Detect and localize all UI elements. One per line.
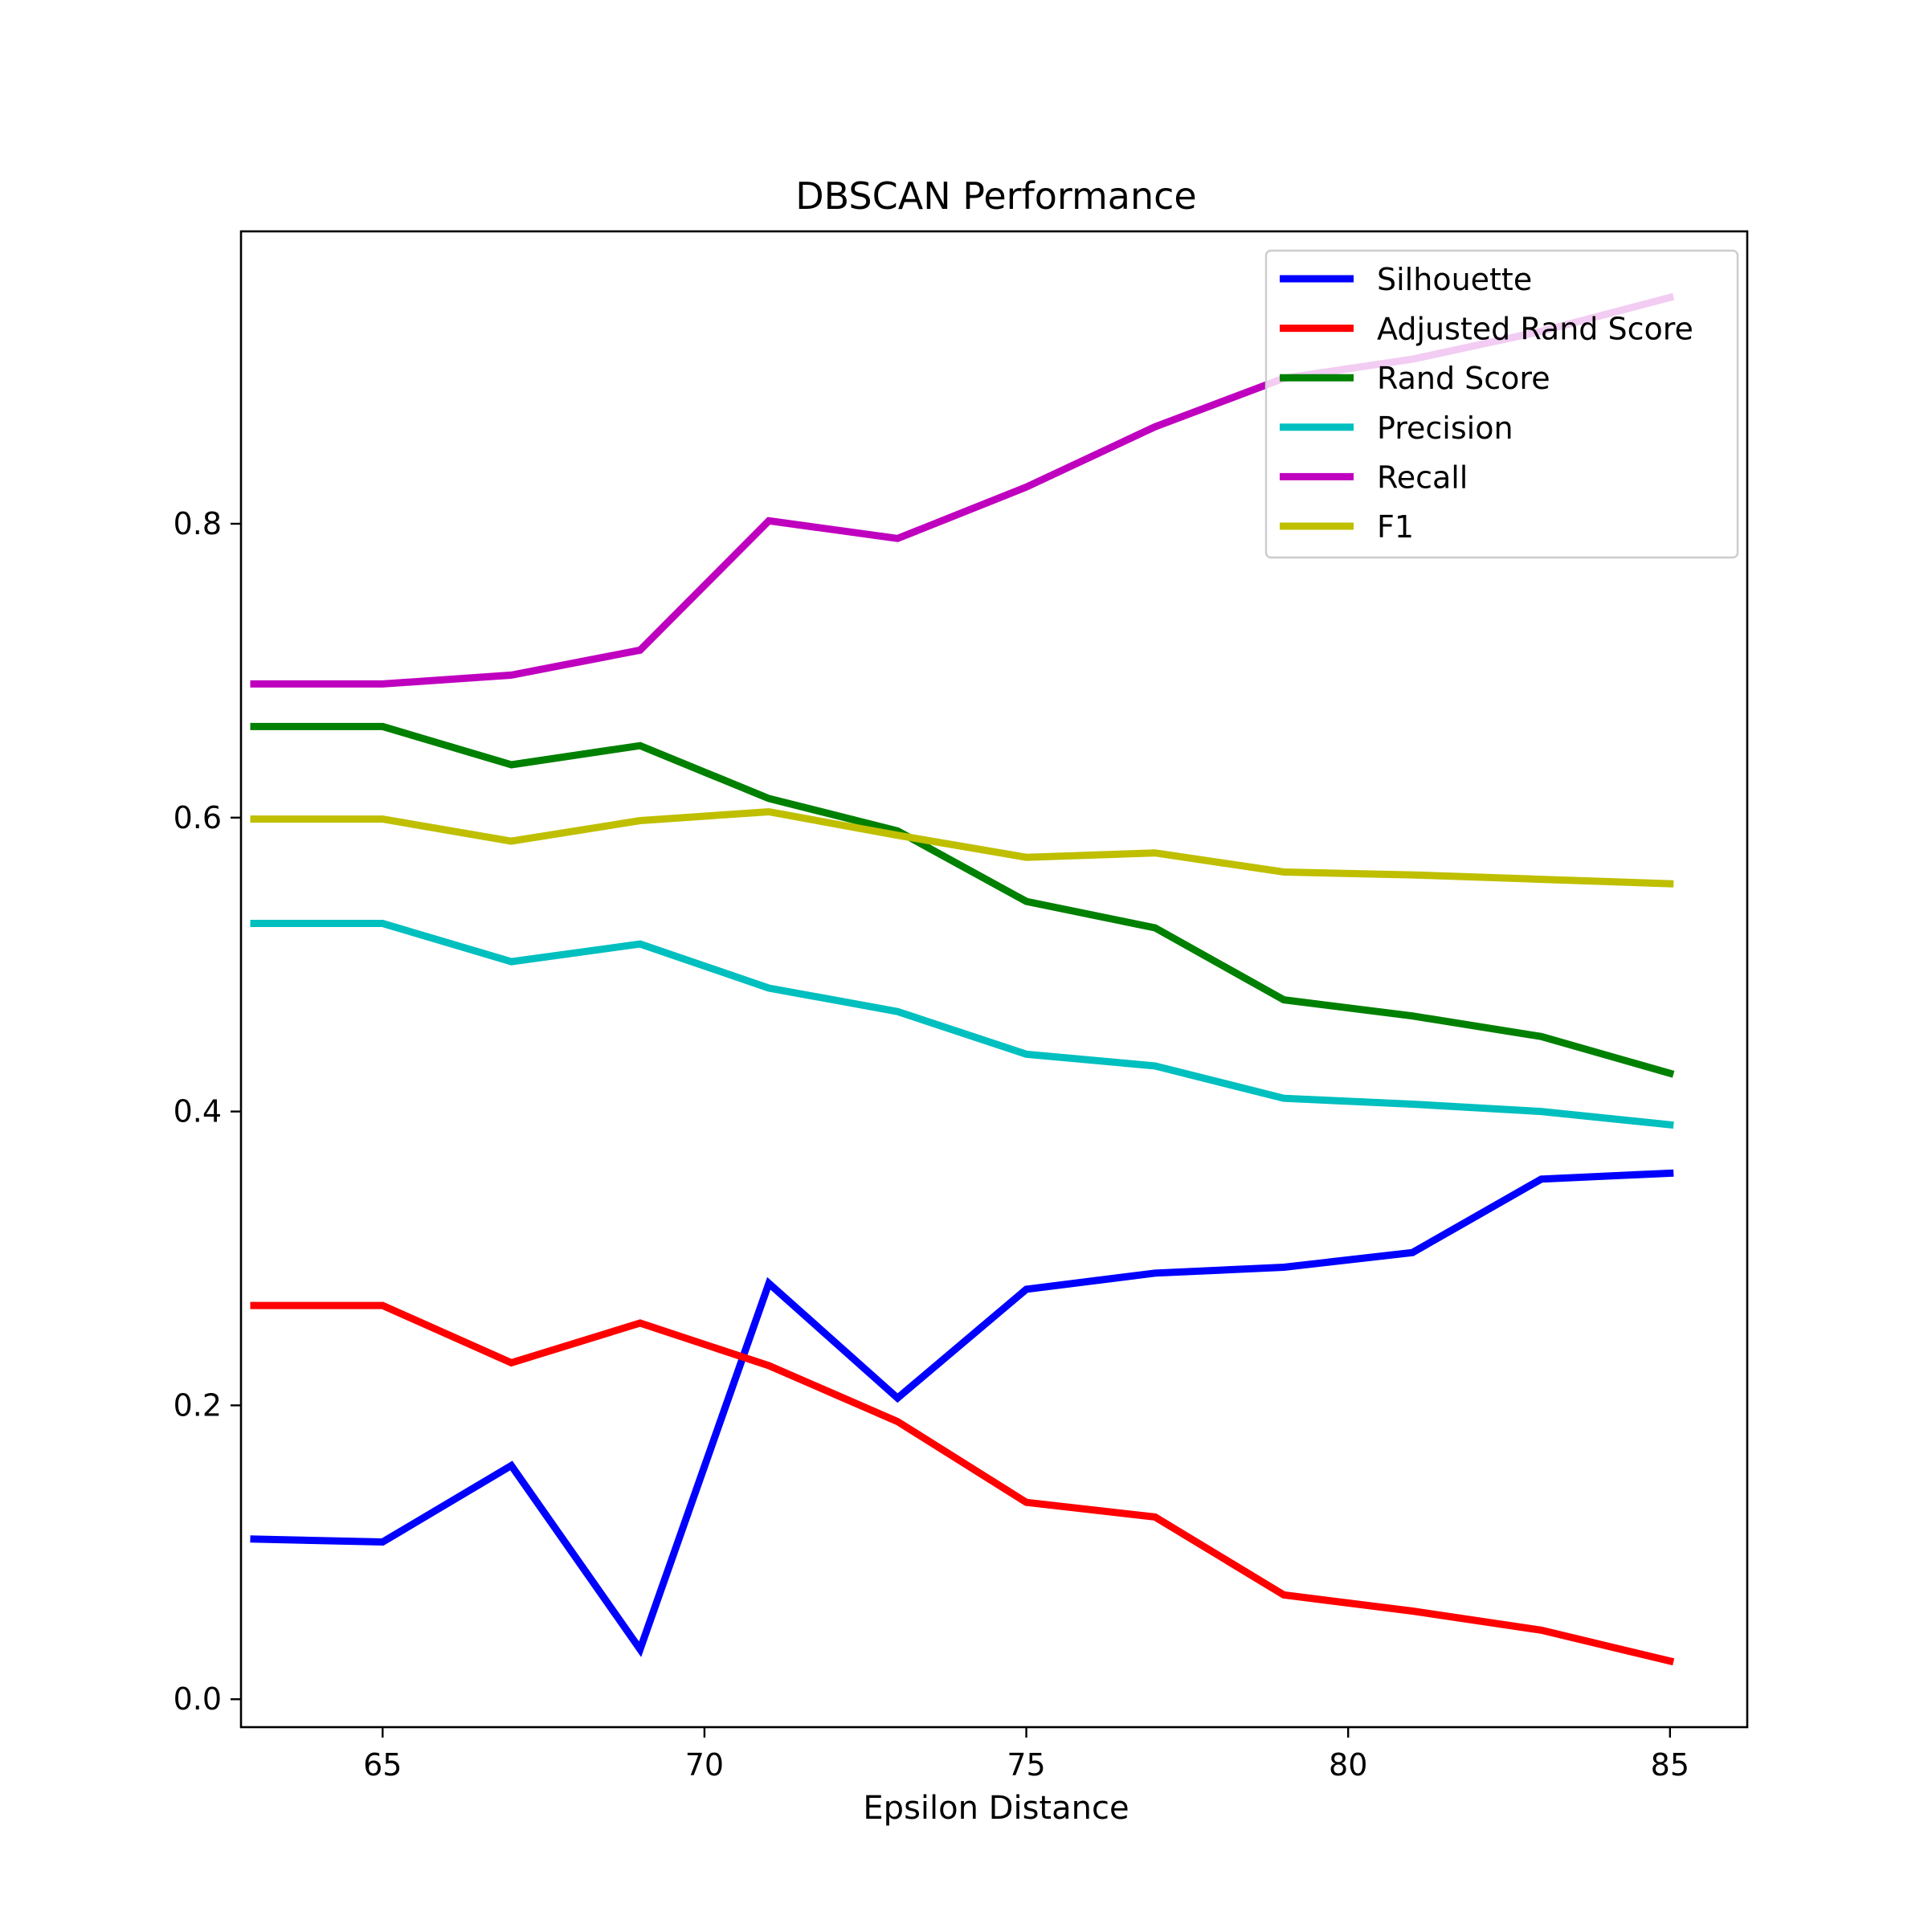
y-tick-label: 0.2	[174, 1387, 222, 1423]
legend-label: Adjusted Rand Score	[1377, 312, 1693, 347]
x-tick-label: 70	[685, 1747, 724, 1783]
y-tick-label: 0.4	[174, 1094, 222, 1129]
series-line-adjusted-rand-score	[250, 1301, 1675, 1666]
legend-label: Recall	[1377, 460, 1468, 495]
x-tick-label: 85	[1651, 1747, 1689, 1783]
series-line-rand-score	[250, 722, 1675, 1078]
series-line-silhouette	[250, 1169, 1674, 1657]
y-tick-label: 0.8	[174, 506, 222, 541]
x-tick-label: 65	[363, 1747, 402, 1783]
series-line-f1	[250, 807, 1674, 888]
plot-area-frame	[239, 230, 1749, 1729]
x-tick-label: 75	[1007, 1747, 1045, 1783]
legend-label: Precision	[1377, 410, 1513, 446]
legend: Silhouette Adjusted Rand Score Rand Score P…	[1264, 249, 1739, 559]
chart-title: DBSCAN Performance	[795, 174, 1197, 218]
legend-label: Silhouette	[1377, 262, 1532, 297]
y-tick-label: 0.6	[174, 800, 222, 835]
legend-box	[1264, 249, 1739, 559]
x-tick-label: 80	[1329, 1747, 1367, 1783]
x-axis-label: Epsilon Distance	[863, 1790, 1129, 1827]
series-line-precision	[250, 920, 1674, 1129]
legend-label: F1	[1377, 509, 1414, 545]
y-tick-label: 0.0	[174, 1681, 222, 1717]
axis-ticks: 65 70 75 80 85 0.0 0.2 0.4 0.6 0.8	[174, 506, 1689, 1783]
legend-label: Rand Score	[1377, 361, 1550, 396]
